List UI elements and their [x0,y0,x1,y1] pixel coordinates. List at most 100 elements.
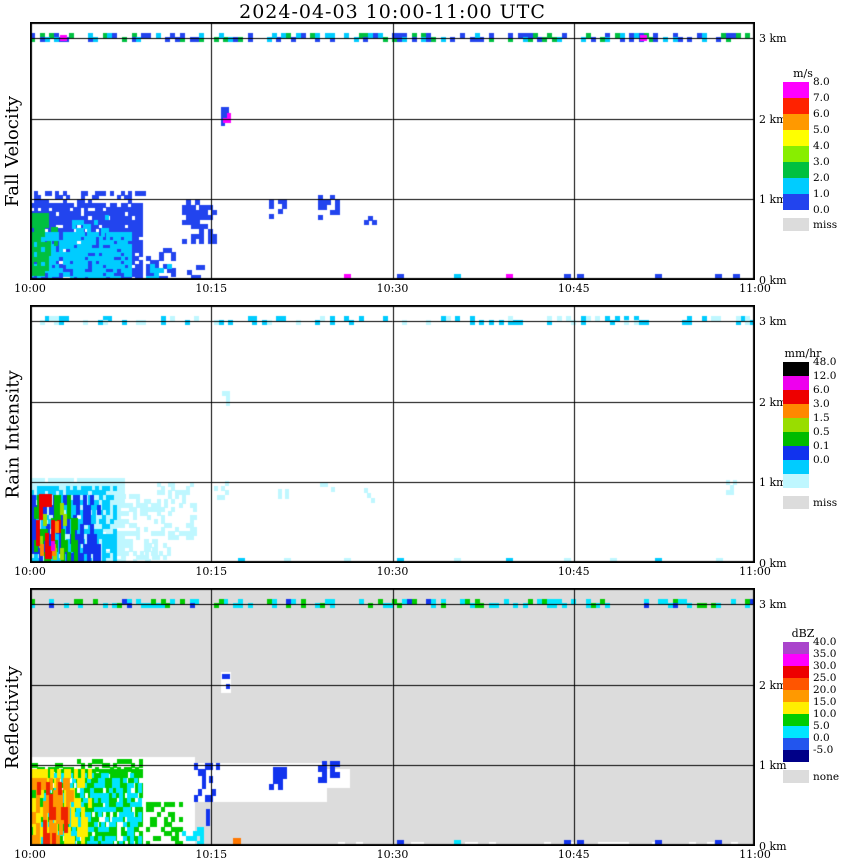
y-tick-label: 2 km [759,678,787,692]
rain-intensity-axis-label: Rain Intensity [0,305,26,563]
x-tick-label: 10:00 [14,848,46,861]
x-tick-label: 11:00 [739,282,771,295]
legend-boundary-label: 2.0 [813,172,830,184]
legend-color-cell [783,432,809,446]
legend-boundary-label: 0.0 [813,454,830,466]
legend-unit-label: mm/hr [784,347,822,360]
legend-color-cell [783,114,809,130]
legend-boundary-label: 6.0 [813,108,830,120]
legend-missing-cell [783,496,809,509]
legend-boundary-label: 6.0 [813,384,830,396]
x-tick-label: 10:45 [557,565,590,578]
legend-color-cell [783,460,809,474]
legend-boundary-label: 0.0 [813,204,830,216]
legend-color-cell [783,750,809,762]
legend-boundary-label: 0.1 [813,440,830,452]
x-tick-label: 10:45 [557,282,590,295]
legend-missing-label: miss [813,219,838,231]
legend-color-cell [783,726,809,738]
legend-boundary-label: 1.0 [813,188,830,200]
x-tick-label: 10:15 [195,282,228,295]
legend-unit-label: m/s [793,67,813,80]
legend-color-cell [783,98,809,114]
legend-boundary-label: 40.0 [813,636,837,648]
legend-color-cell [783,82,809,98]
legend-missing-label: miss [813,497,838,509]
y-tick-label: 0 km [759,274,787,287]
legend-missing-cell [783,770,809,783]
legend-boundary-label: 30.0 [813,660,837,672]
y-tick-label: 1 km [759,476,787,490]
legend-color-cell [783,642,809,654]
chart-title: 2024-04-03 10:00-11:00 UTC [239,1,546,23]
legend-unit-label: dBZ [791,627,815,640]
legend-color-cell [783,446,809,460]
y-tick-label: 1 km [759,193,787,207]
legend-boundary-label: -5.0 [813,744,834,756]
legend-missing-cell [783,218,809,231]
y-tick-label: 3 km [759,598,787,612]
legend-boundary-label: 48.0 [813,356,837,368]
legend-color-cell [783,714,809,726]
legend-boundary-label: 0.0 [813,732,830,744]
x-tick-label: 10:15 [195,565,228,578]
legend-color-cell [783,194,809,210]
legend-color-cell [783,702,809,714]
x-tick-label: 10:45 [557,848,590,861]
legend-boundary-label: 35.0 [813,648,837,660]
legend-boundary-label: 25.0 [813,672,837,684]
legend-boundary-label: 1.5 [813,412,830,424]
legend-boundary-label: 5.0 [813,124,830,136]
legend-color-cell [783,162,809,178]
x-tick-label: 10:00 [14,565,46,578]
legend-boundary-label: 8.0 [813,76,830,88]
y-tick-label: 0 km [759,557,787,570]
legend-boundary-label: 3.0 [813,156,830,168]
reflectivity-axis-label: Reflectivity [0,588,26,846]
x-tick-label: 10:00 [14,282,46,295]
legend-color-cell [783,178,809,194]
y-tick-label: 3 km [759,315,787,329]
legend-color-cell [783,376,809,390]
x-tick-label: 11:00 [739,565,771,578]
legend-missing-label: none [813,771,840,783]
legend-boundary-label: 4.0 [813,140,830,152]
x-tick-label: 10:30 [376,282,409,295]
reflectivity-axis-label-text: Reflectivity [2,665,24,769]
legend-color-cell [783,146,809,162]
x-tick-label: 11:00 [739,848,771,861]
y-tick-label: 2 km [759,395,787,409]
legend-color-cell [783,130,809,146]
legend-boundary-label: 20.0 [813,684,837,696]
reflectivity-panel [30,588,755,846]
legend-boundary-label: 0.5 [813,426,830,438]
fall-velocity-heatmap [30,22,755,280]
legend-color-cell [783,678,809,690]
legend-boundary-label: 10.0 [813,708,837,720]
legend-boundary-label: 3.0 [813,398,830,410]
legend-color-cell [783,666,809,678]
rain-intensity-heatmap [30,305,755,563]
x-tick-label: 10:30 [376,848,409,861]
legend-color-cell [783,362,809,376]
y-tick-label: 1 km [759,759,787,773]
y-tick-label: 2 km [759,112,787,126]
legend-color-cell [783,654,809,666]
fall-velocity-axis-label: Fall Velocity [0,22,26,280]
rain-intensity-axis-label-text: Rain Intensity [2,369,24,499]
x-tick-label: 10:30 [376,565,409,578]
y-tick-label: 0 km [759,840,787,853]
legend-boundary-label: 7.0 [813,92,830,104]
legend-boundary-label: 5.0 [813,720,830,732]
legend-color-cell [783,404,809,418]
legend-color-cell [783,690,809,702]
legend-color-cell [783,738,809,750]
reflectivity-heatmap [30,588,755,846]
rain-intensity-panel [30,305,755,563]
fall-velocity-axis-label-text: Fall Velocity [2,95,24,207]
legend-color-cell [783,390,809,404]
legend-boundary-label: 15.0 [813,696,837,708]
fall-velocity-panel [30,22,755,280]
x-tick-label: 10:15 [195,848,228,861]
